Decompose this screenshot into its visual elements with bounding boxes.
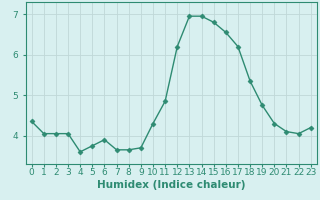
X-axis label: Humidex (Indice chaleur): Humidex (Indice chaleur) <box>97 180 245 190</box>
